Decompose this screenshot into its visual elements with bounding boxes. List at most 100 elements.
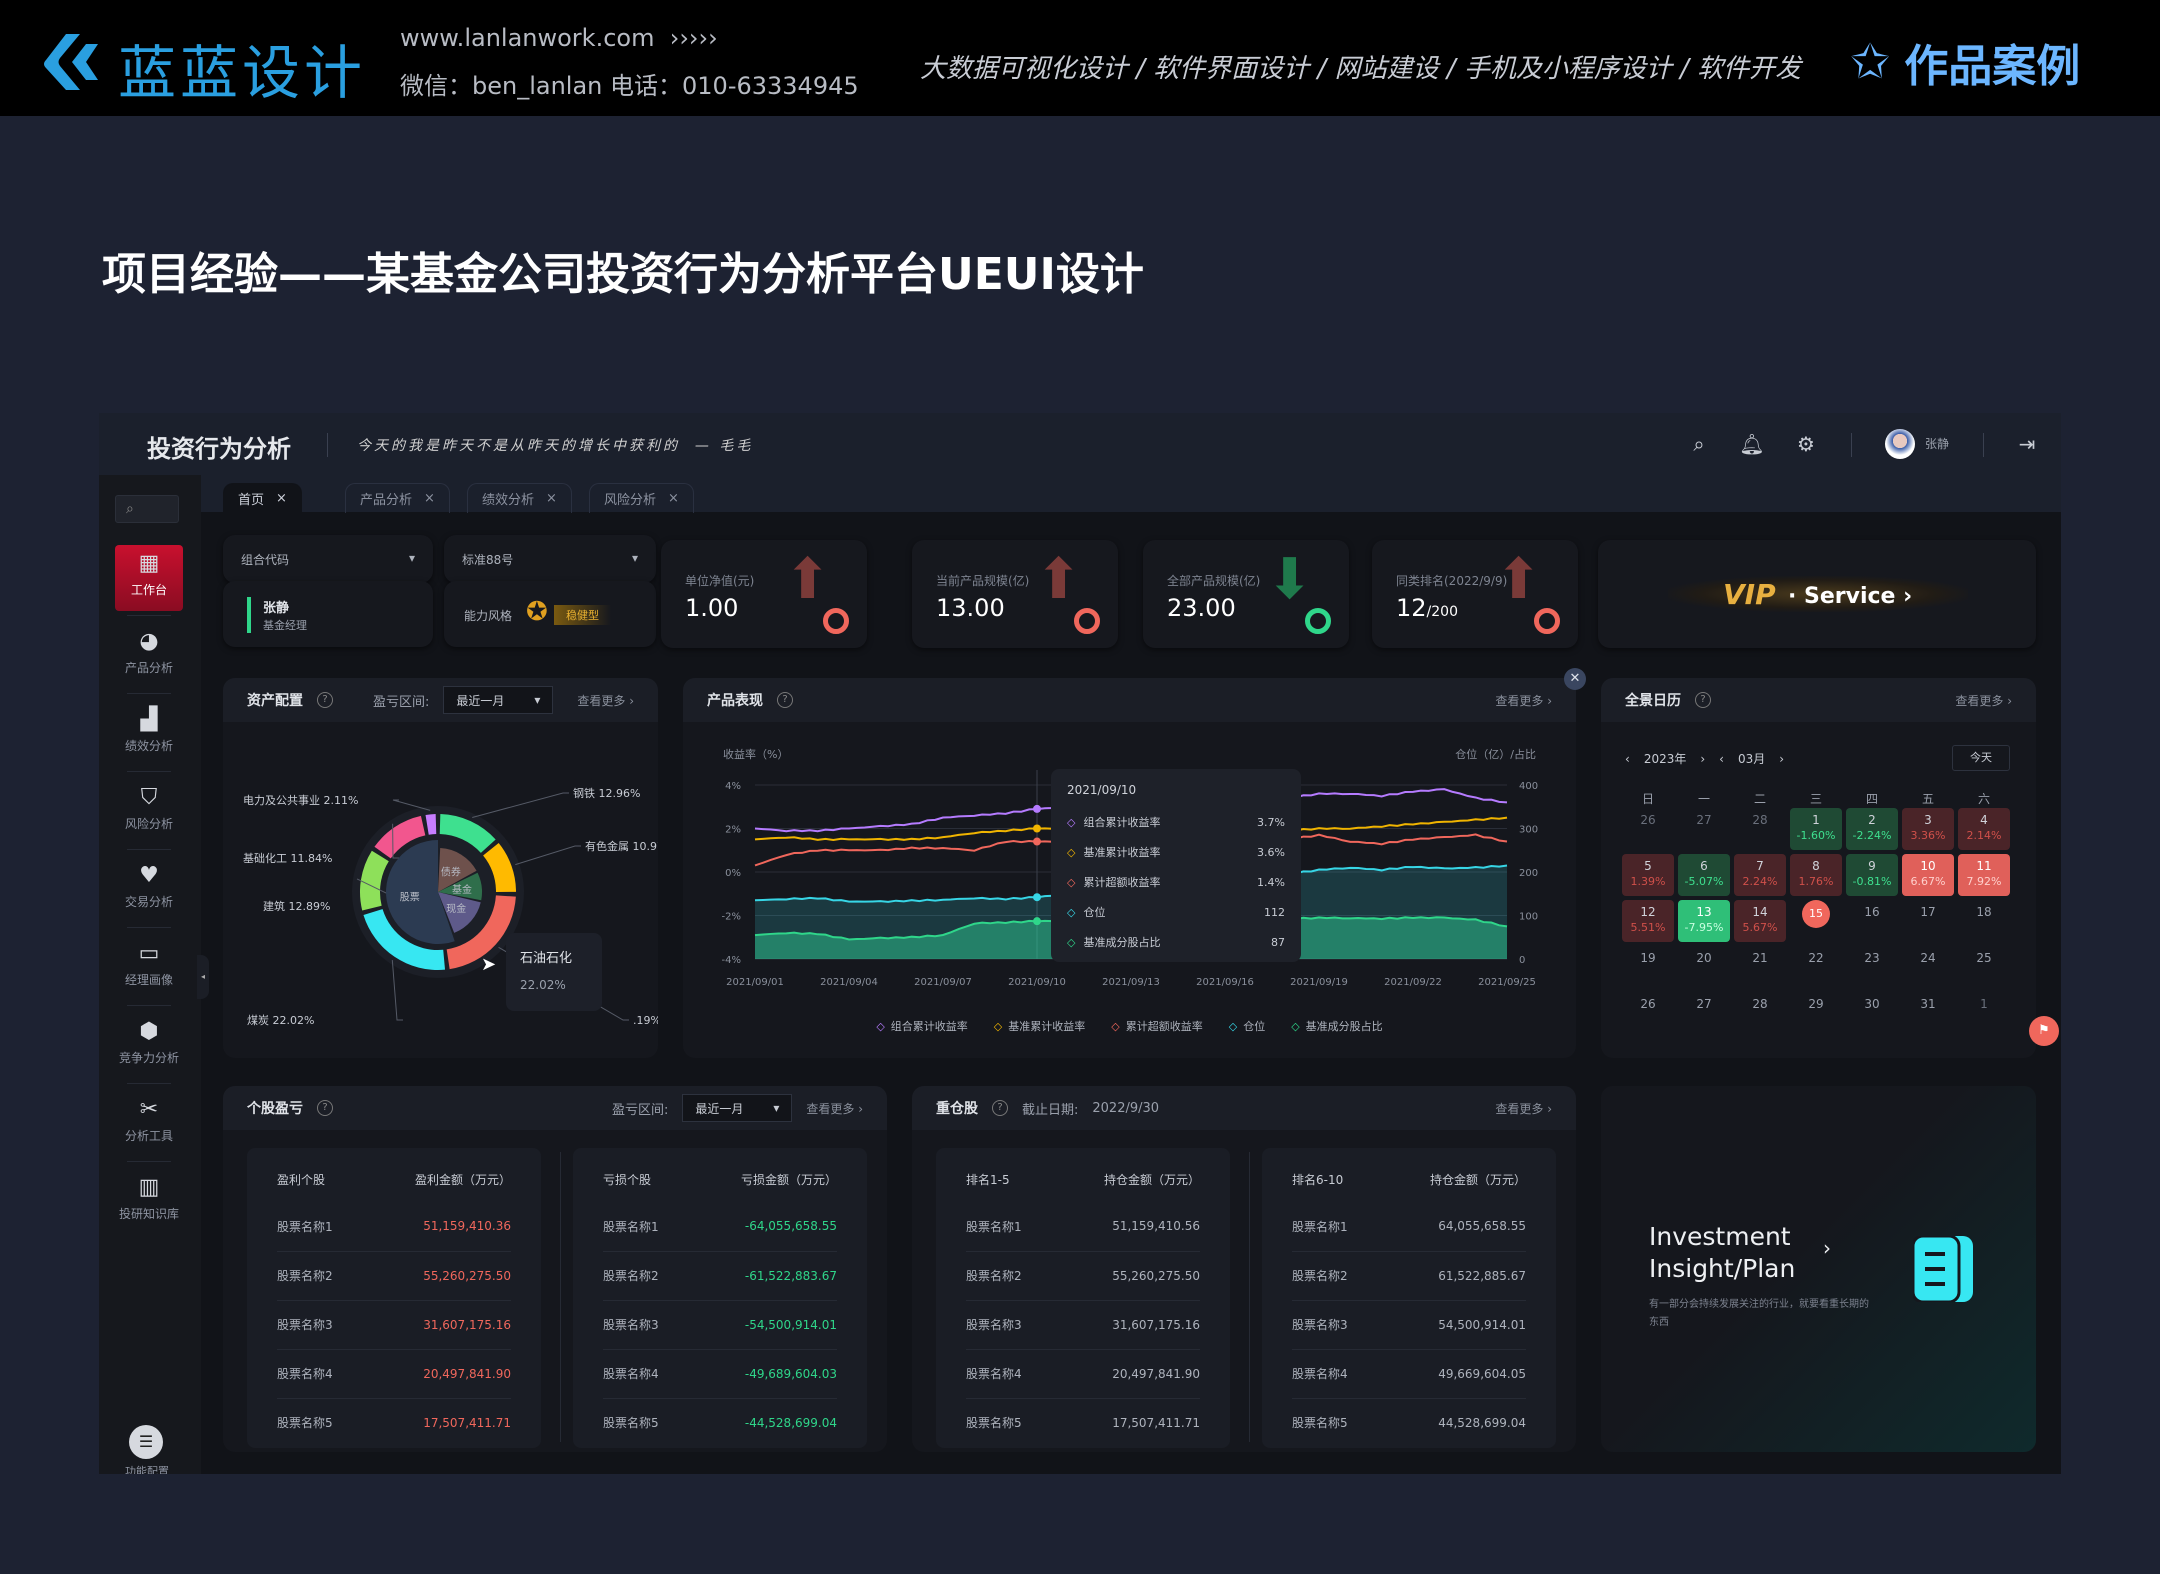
table-row[interactable]: 股票名称5 17,507,411.71	[966, 1398, 1200, 1447]
donut-segment[interactable]	[363, 909, 446, 970]
tab-item[interactable]: 产品分析 ×	[345, 483, 450, 513]
help-icon[interactable]: ?	[777, 692, 793, 708]
table-row[interactable]: 股票名称5 17,507,411.71	[277, 1398, 511, 1447]
calendar-day[interactable]: 22	[1790, 946, 1842, 988]
table-row[interactable]: 股票名称3 31,607,175.16	[277, 1300, 511, 1350]
table-row[interactable]: 股票名称5 44,528,699.04	[1292, 1398, 1526, 1447]
investment-insight-card[interactable]: Investment Insight/Plan › 有一部分会持续发展关注的行业，…	[1601, 1086, 2036, 1452]
sidebar-item[interactable]: ◕ 产品分析	[115, 615, 183, 689]
calendar-day[interactable]: 3 3.36%	[1902, 808, 1954, 850]
calendar-day[interactable]: 1 -1.60%	[1790, 808, 1842, 850]
calendar-day[interactable]: 20	[1678, 946, 1730, 988]
close-icon[interactable]: ✕	[1564, 668, 1586, 690]
calendar-day[interactable]: 10 6.67%	[1902, 854, 1954, 896]
table-row[interactable]: 股票名称1 51,159,410.36	[277, 1202, 511, 1252]
table-row[interactable]: 股票名称5 -44,528,699.04	[603, 1398, 837, 1447]
feedback-icon[interactable]: ⚑	[2029, 1016, 2059, 1046]
table-row[interactable]: 股票名称3 54,500,914.01	[1292, 1300, 1526, 1350]
table-row[interactable]: 股票名称4 20,497,841.90	[277, 1349, 511, 1399]
table-row[interactable]: 股票名称2 55,260,275.50	[277, 1251, 511, 1301]
legend-item[interactable]: ◇ 累计超额收益率	[1111, 1018, 1202, 1034]
table-row[interactable]: 股票名称2 61,522,885.67	[1292, 1251, 1526, 1301]
sidebar-item[interactable]: ▟ 绩效分析	[115, 693, 183, 767]
calendar-day[interactable]: 27	[1678, 808, 1730, 850]
standard-select[interactable]: 标准88号 ▾	[444, 535, 656, 583]
table-row[interactable]: 股票名称4 49,669,604.05	[1292, 1349, 1526, 1399]
calendar-day[interactable]: 29	[1790, 992, 1842, 1034]
calendar-day[interactable]: 24	[1902, 946, 1954, 988]
sidebar-item[interactable]: ✂ 分析工具	[115, 1083, 183, 1157]
donut-segment[interactable]	[425, 814, 437, 835]
next-year-icon[interactable]: ›	[1700, 751, 1706, 766]
legend-item[interactable]: ◇ 仓位	[1229, 1018, 1265, 1034]
next-month-icon[interactable]: ›	[1779, 751, 1785, 766]
range-select[interactable]: 最近一月 ▾	[443, 686, 554, 714]
table-row[interactable]: 股票名称4 20,497,841.90	[966, 1349, 1200, 1399]
site-url[interactable]: www.lanlanwork.com ›››››	[400, 24, 718, 52]
calendar-day[interactable]: 14 5.67%	[1734, 900, 1786, 942]
bell-icon[interactable]: 🔔︎	[1739, 432, 1765, 456]
donut-segment[interactable]	[439, 814, 496, 853]
url-text[interactable]: www.lanlanwork.com	[400, 24, 655, 52]
tab-item[interactable]: 首页 ×	[223, 483, 302, 513]
table-row[interactable]: 股票名称2 55,260,275.50	[966, 1251, 1200, 1301]
chevron-right-icon[interactable]: ›	[1823, 1236, 1831, 1260]
calendar-day[interactable]: 17	[1902, 900, 1954, 942]
calendar-day[interactable]: 15	[1790, 900, 1842, 942]
calendar-day[interactable]: 13 -7.95%	[1678, 900, 1730, 942]
calendar-day[interactable]: 6 -5.07%	[1678, 854, 1730, 896]
calendar-day[interactable]: 26	[1622, 808, 1674, 850]
donut-segment[interactable]	[360, 850, 389, 911]
range-select[interactable]: 最近一月 ▾	[682, 1094, 793, 1122]
view-more-link[interactable]: 查看更多 ›	[577, 693, 634, 708]
table-row[interactable]: 股票名称1 -64,055,658.55	[603, 1202, 837, 1252]
donut-segment[interactable]	[483, 842, 516, 892]
view-more-link[interactable]: 查看更多 ›	[806, 1101, 863, 1116]
table-row[interactable]: 股票名称3 31,607,175.16	[966, 1300, 1200, 1350]
calendar-day[interactable]: 12 5.51%	[1622, 900, 1674, 942]
calendar-day[interactable]: 16	[1846, 900, 1898, 942]
calendar-day[interactable]: 27	[1678, 992, 1730, 1034]
table-row[interactable]: 股票名称2 -61,522,883.67	[603, 1251, 837, 1301]
pie-slice[interactable]	[438, 848, 477, 892]
user-name[interactable]: 张静	[1925, 437, 1950, 451]
calendar-day[interactable]: 9 -0.81%	[1846, 854, 1898, 896]
tab-item[interactable]: 风险分析 ×	[589, 483, 694, 513]
logout-icon[interactable]: ⇥	[2018, 432, 2036, 456]
pie-slice[interactable]	[438, 872, 482, 901]
vip-service-card[interactable]: VIP · Service ›	[1598, 540, 2036, 648]
settings-icon[interactable]: ⚙	[1797, 432, 1815, 456]
table-row[interactable]: 股票名称1 51,159,410.56	[966, 1202, 1200, 1252]
calendar-day[interactable]: 7 2.24%	[1734, 854, 1786, 896]
table-row[interactable]: 股票名称4 -49,689,604.03	[603, 1349, 837, 1399]
portfolio-code-select[interactable]: 组合代码 ▾	[223, 535, 433, 583]
legend-item[interactable]: ◇ 基准累计收益率	[994, 1018, 1085, 1034]
prev-year-icon[interactable]: ‹	[1625, 751, 1630, 766]
sidebar-collapse-handle[interactable]: ◂	[197, 955, 209, 999]
today-button[interactable]: 今天	[1952, 745, 2010, 771]
calendar-day[interactable]: 21	[1734, 946, 1786, 988]
calendar-day[interactable]: 5 1.39%	[1622, 854, 1674, 896]
legend-item[interactable]: ◇ 组合累计收益率	[876, 1018, 967, 1034]
donut-segment[interactable]	[374, 815, 426, 859]
close-icon[interactable]: ×	[276, 491, 287, 506]
help-icon[interactable]: ?	[1695, 692, 1711, 708]
legend-item[interactable]: ◇ 基准成分股占比	[1291, 1018, 1382, 1034]
calendar-day[interactable]: 18	[1958, 900, 2010, 942]
sidebar-item[interactable]: ⬢ 竞争力分析	[115, 1005, 183, 1079]
calendar-day[interactable]: 19	[1622, 946, 1674, 988]
calendar-day[interactable]: 25	[1958, 946, 2010, 988]
table-row[interactable]: 股票名称3 -54,500,914.01	[603, 1300, 837, 1350]
close-icon[interactable]: ×	[424, 491, 435, 506]
sidebar-search[interactable]: ⌕	[115, 495, 179, 523]
pie-slice[interactable]	[386, 840, 455, 944]
calendar-day[interactable]: 31	[1902, 992, 1954, 1034]
sidebar-item[interactable]: ▥ 投研知识库	[115, 1161, 183, 1235]
calendar-day[interactable]: 8 1.76%	[1790, 854, 1842, 896]
calendar-day[interactable]: 4 2.14%	[1958, 808, 2010, 850]
calendar-day[interactable]: 2 -2.24%	[1846, 808, 1898, 850]
help-icon[interactable]: ?	[317, 692, 333, 708]
calendar-day[interactable]: 11 7.92%	[1958, 854, 2010, 896]
close-icon[interactable]: ×	[546, 491, 557, 506]
search-icon[interactable]: ⌕	[1693, 432, 1705, 456]
